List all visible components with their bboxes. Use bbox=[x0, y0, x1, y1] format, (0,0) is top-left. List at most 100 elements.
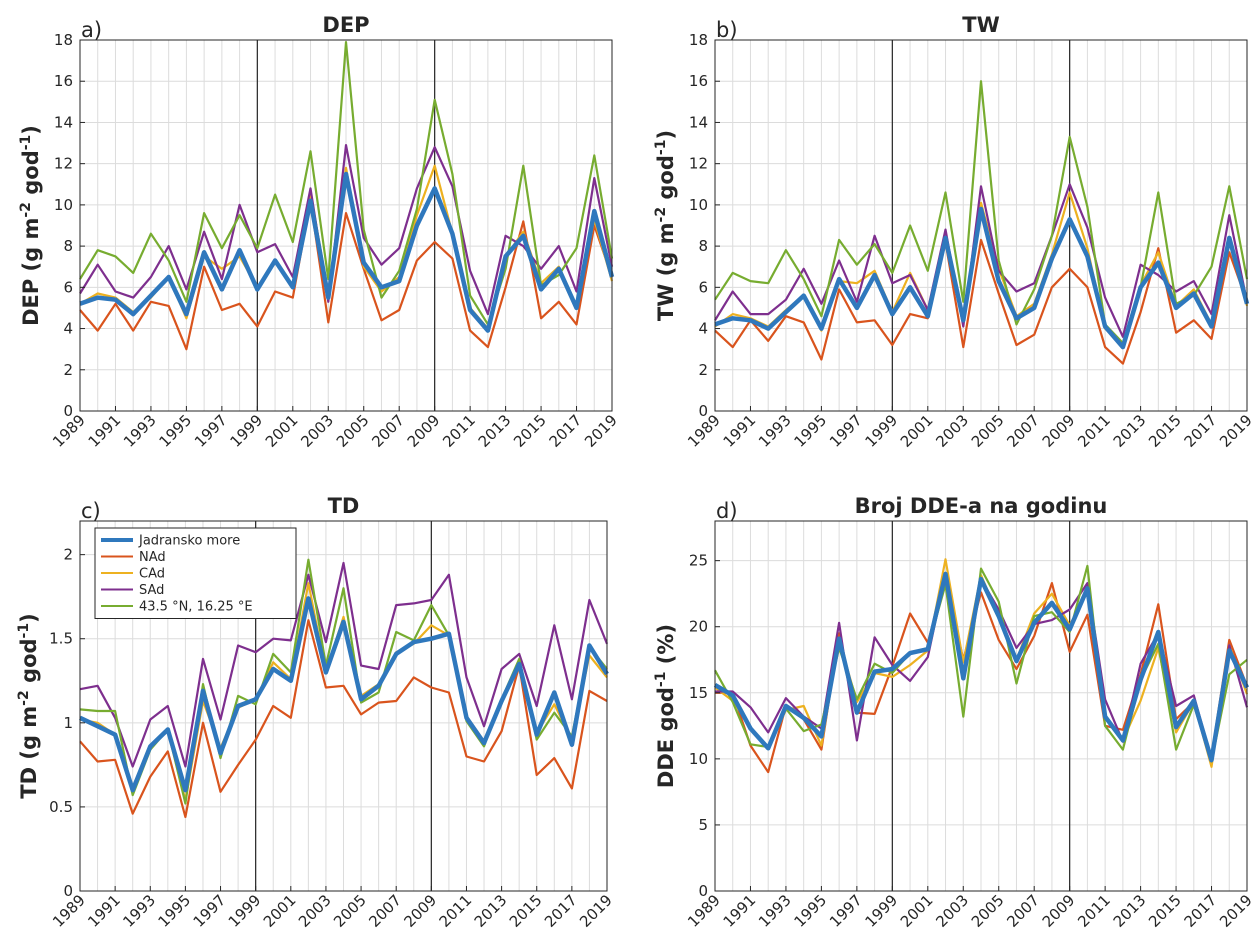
legend-label-nad: NAd bbox=[139, 550, 166, 565]
chart-title: Broj DDE-a na godinu bbox=[855, 494, 1108, 518]
y-tick-label: 25 bbox=[689, 552, 708, 570]
y-tick-label: 0.5 bbox=[49, 798, 73, 816]
x-tick-label: 1995 bbox=[155, 411, 195, 451]
y-tick-label: 0 bbox=[698, 882, 708, 900]
x-tick-label: 2005 bbox=[968, 411, 1008, 451]
y-tick-label: 18 bbox=[689, 31, 708, 49]
x-tick-label: 2001 bbox=[897, 411, 937, 451]
x-tick-label: 1995 bbox=[790, 411, 830, 451]
x-tick-label: 2009 bbox=[404, 411, 444, 451]
x-tick-label: 2019 bbox=[1216, 411, 1256, 451]
x-tick-label: 2007 bbox=[1003, 891, 1043, 931]
y-tick-label: 12 bbox=[689, 155, 708, 173]
x-tick-label: 1997 bbox=[191, 411, 231, 451]
x-tick-label: 2005 bbox=[333, 411, 373, 451]
series-line-jadransko-more bbox=[79, 171, 615, 333]
y-tick-label: 14 bbox=[54, 113, 73, 131]
y-tick-label: 5 bbox=[698, 816, 708, 834]
x-tick-label: 2009 bbox=[1039, 411, 1079, 451]
x-tick-label: 1997 bbox=[826, 411, 866, 451]
x-tick-label: 2017 bbox=[1181, 411, 1221, 451]
panel-dde: 0510152025198919911993199519971999200120… bbox=[653, 494, 1256, 931]
x-tick-label: 1991 bbox=[720, 891, 760, 931]
y-tick-label: 4 bbox=[63, 320, 73, 338]
series-line-jadransko-more bbox=[713, 571, 1250, 763]
x-tick-label: 2019 bbox=[581, 411, 621, 451]
x-tick-label: 2015 bbox=[506, 891, 546, 931]
y-tick-label: 6 bbox=[63, 278, 73, 296]
x-tick-label: 2005 bbox=[968, 891, 1008, 931]
series-line-sad bbox=[714, 183, 1249, 338]
x-tick-label: 1999 bbox=[225, 891, 265, 931]
x-tick-label: 1993 bbox=[755, 411, 795, 451]
y-tick-label: 10 bbox=[689, 196, 708, 214]
y-tick-label: 10 bbox=[54, 196, 73, 214]
x-tick-label: 2011 bbox=[439, 411, 479, 451]
x-tick-label: 2005 bbox=[330, 891, 370, 931]
panel-letter: c) bbox=[81, 499, 101, 523]
chart-title: DEP bbox=[322, 13, 369, 37]
x-tick-label: 2007 bbox=[1003, 411, 1043, 451]
y-tick-label: 2 bbox=[698, 361, 708, 379]
x-tick-label: 2007 bbox=[365, 891, 405, 931]
series-line-sad bbox=[79, 561, 609, 768]
x-tick-label: 1997 bbox=[826, 891, 866, 931]
series-line-nad bbox=[79, 199, 614, 351]
x-tick-label: 2017 bbox=[1181, 891, 1221, 931]
axes-frame bbox=[714, 520, 1248, 892]
y-axis-label: TW (g m-2 god-1) bbox=[653, 130, 678, 321]
x-tick-label: 1993 bbox=[120, 411, 160, 451]
series-line-43-5-n-16-25-e bbox=[714, 80, 1249, 345]
series-line-jadransko-more bbox=[79, 596, 609, 793]
x-tick-label: 2015 bbox=[510, 411, 550, 451]
x-tick-label: 2013 bbox=[475, 411, 515, 451]
chart-title: TW bbox=[962, 13, 1000, 37]
x-tick-label: 1989 bbox=[49, 891, 89, 931]
y-tick-label: 18 bbox=[54, 31, 73, 49]
x-tick-label: 2011 bbox=[436, 891, 476, 931]
x-tick-label: 2013 bbox=[1110, 411, 1150, 451]
x-tick-label: 2001 bbox=[897, 891, 937, 931]
y-tick-label: 2 bbox=[63, 546, 73, 564]
panel-td: 00.511.521989199119931995199719992001200… bbox=[16, 494, 616, 931]
y-tick-label: 16 bbox=[689, 72, 708, 90]
panel-letter: b) bbox=[716, 18, 738, 42]
x-tick-label: 2001 bbox=[260, 891, 300, 931]
y-tick-label: 0 bbox=[63, 882, 73, 900]
x-tick-label: 2009 bbox=[1039, 891, 1079, 931]
y-tick-label: 2 bbox=[63, 361, 73, 379]
series-line-jadransko-more bbox=[714, 206, 1250, 350]
x-tick-label: 1995 bbox=[790, 891, 830, 931]
y-tick-label: 8 bbox=[698, 237, 708, 255]
x-tick-label: 1993 bbox=[119, 891, 159, 931]
x-tick-label: 2015 bbox=[1145, 891, 1185, 931]
x-tick-label: 2015 bbox=[1145, 411, 1185, 451]
x-tick-label: 2007 bbox=[368, 411, 408, 451]
x-tick-label: 2009 bbox=[400, 891, 440, 931]
x-tick-label: 1989 bbox=[684, 411, 724, 451]
y-tick-label: 15 bbox=[689, 684, 708, 702]
y-tick-label: 14 bbox=[689, 113, 708, 131]
y-tick-label: 8 bbox=[63, 237, 73, 255]
x-tick-label: 1999 bbox=[861, 411, 901, 451]
chart-title: TD bbox=[328, 494, 360, 518]
x-tick-label: 2019 bbox=[1216, 891, 1256, 931]
y-axis-label: DDE god-1 (%) bbox=[653, 624, 678, 788]
panel-dep: 0246810121416181989199119931995199719992… bbox=[18, 13, 621, 451]
x-tick-label: 2003 bbox=[295, 891, 335, 931]
series-line-sad bbox=[79, 144, 614, 316]
y-tick-label: 0 bbox=[63, 402, 73, 420]
x-tick-label: 1993 bbox=[755, 891, 795, 931]
axes-frame bbox=[79, 520, 608, 892]
x-tick-label: 2011 bbox=[1074, 411, 1114, 451]
x-tick-label: 1997 bbox=[190, 891, 230, 931]
x-tick-label: 1999 bbox=[226, 411, 266, 451]
legend-label-jadransko-more: Jadransko more bbox=[138, 534, 240, 549]
x-tick-label: 1989 bbox=[49, 411, 89, 451]
series-line-nad bbox=[714, 238, 1249, 365]
legend-label-sad: SAd bbox=[139, 583, 164, 598]
panel-letter: a) bbox=[81, 18, 102, 42]
panel-letter: d) bbox=[716, 499, 738, 523]
